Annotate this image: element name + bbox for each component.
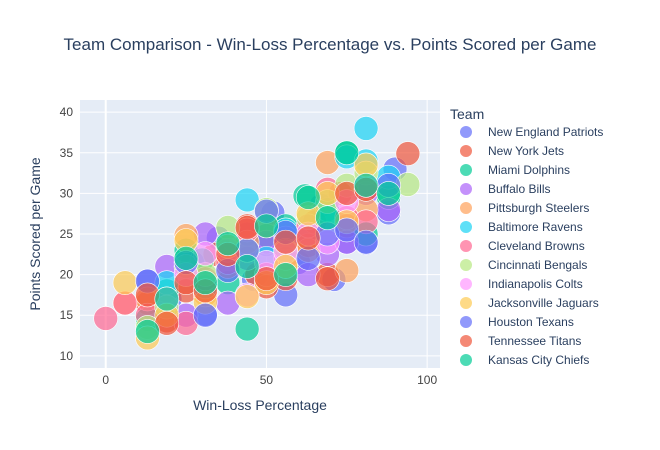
legend-marker <box>460 278 472 290</box>
legend-item[interactable]: New England Patriots <box>460 125 603 139</box>
data-point <box>193 270 218 296</box>
legend-item[interactable]: Pittsburgh Steelers <box>460 201 589 215</box>
legend-item[interactable]: Baltimore Ravens <box>460 220 583 234</box>
legend-marker <box>460 316 472 328</box>
y-tick-labels: 10 15 20 25 30 35 40 <box>60 105 74 363</box>
data-point <box>353 172 379 198</box>
data-point <box>173 246 199 271</box>
x-tick-labels: 0 50 100 <box>102 373 437 387</box>
x-tick-label: 0 <box>102 373 109 387</box>
data-point <box>215 231 241 257</box>
data-point <box>353 116 379 141</box>
x-axis-title: Win-Loss Percentage <box>193 397 327 413</box>
data-point <box>254 213 279 239</box>
legend-item[interactable]: Buffalo Bills <box>460 182 550 196</box>
data-point <box>353 229 379 255</box>
y-tick-label: 30 <box>60 186 74 200</box>
legend-item[interactable]: Houston Texans <box>460 315 574 329</box>
data-point <box>273 229 299 255</box>
legend-label: Houston Texans <box>488 315 574 329</box>
legend-label: Pittsburgh Steelers <box>488 201 589 215</box>
series-12 <box>135 140 401 344</box>
legend-label: Buffalo Bills <box>488 182 550 196</box>
legend-label: Kansas City Chiefs <box>488 353 589 367</box>
chart-title: Team Comparison - Win-Loss Percentage vs… <box>64 35 597 54</box>
legend-label: Baltimore Ravens <box>488 220 583 234</box>
data-point <box>234 284 260 309</box>
legend-marker <box>460 335 472 347</box>
y-tick-label: 20 <box>60 268 74 282</box>
legend-marker <box>460 126 472 138</box>
data-point <box>234 316 260 342</box>
legend-label: Indianapolis Colts <box>488 277 583 291</box>
legend-item[interactable]: New York Jets <box>460 144 564 158</box>
x-tick-label: 100 <box>417 373 437 387</box>
y-tick-label: 15 <box>60 308 74 322</box>
legend-marker <box>460 183 472 195</box>
legend-item[interactable]: Miami Dolphins <box>460 163 570 177</box>
legend-item[interactable]: Cincinnati Bengals <box>460 258 587 272</box>
y-axis-title: Points Scored per Game <box>27 157 43 311</box>
y-tick-label: 25 <box>60 227 74 241</box>
legend-label: New England Patriots <box>488 125 603 139</box>
legend-marker <box>460 145 472 157</box>
legend-item[interactable]: Kansas City Chiefs <box>460 353 589 367</box>
y-tick-label: 10 <box>60 349 74 363</box>
data-point <box>154 286 180 312</box>
legend: Team New England Patriots New York Jets Mi… <box>450 106 603 367</box>
data-point <box>112 270 138 296</box>
legend-label: Tennessee Titans <box>488 334 581 348</box>
data-point <box>315 205 340 231</box>
legend-label: Jacksonville Jaguars <box>488 296 599 310</box>
legend-marker <box>460 354 472 366</box>
y-tick-label: 35 <box>60 146 74 160</box>
data-point <box>376 181 401 206</box>
data-point <box>334 217 360 243</box>
data-point <box>395 141 421 166</box>
legend-label: Cleveland Browns <box>488 239 585 253</box>
legend-label: Miami Dolphins <box>488 163 570 177</box>
markers <box>93 116 421 351</box>
data-point <box>135 319 160 344</box>
legend-label: New York Jets <box>488 144 564 158</box>
legend-marker <box>460 202 472 214</box>
legend-item[interactable]: Cleveland Browns <box>460 239 585 253</box>
data-point <box>295 185 321 210</box>
x-tick-label: 50 <box>260 373 274 387</box>
legend-item[interactable]: Indianapolis Colts <box>460 277 583 291</box>
legend-marker <box>460 297 472 309</box>
y-tick-label: 40 <box>60 105 74 119</box>
legend-label: Cincinnati Bengals <box>488 258 587 272</box>
legend-marker <box>460 164 472 176</box>
data-point <box>315 266 340 291</box>
data-point <box>93 306 119 331</box>
legend-item[interactable]: Tennessee Titans <box>460 334 581 348</box>
legend-marker <box>460 221 472 233</box>
data-point <box>234 254 260 279</box>
legend-item[interactable]: Jacksonville Jaguars <box>460 296 599 310</box>
data-point <box>273 262 299 287</box>
data-point <box>295 225 321 251</box>
legend-marker <box>460 259 472 271</box>
data-point <box>334 140 360 166</box>
legend-marker <box>460 240 472 252</box>
legend-title: Team <box>450 106 484 122</box>
data-point <box>193 302 218 328</box>
